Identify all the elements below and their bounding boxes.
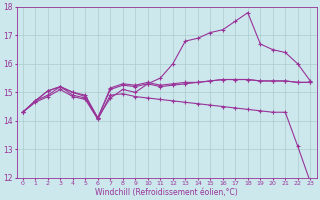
X-axis label: Windchill (Refroidissement éolien,°C): Windchill (Refroidissement éolien,°C) bbox=[95, 188, 238, 197]
